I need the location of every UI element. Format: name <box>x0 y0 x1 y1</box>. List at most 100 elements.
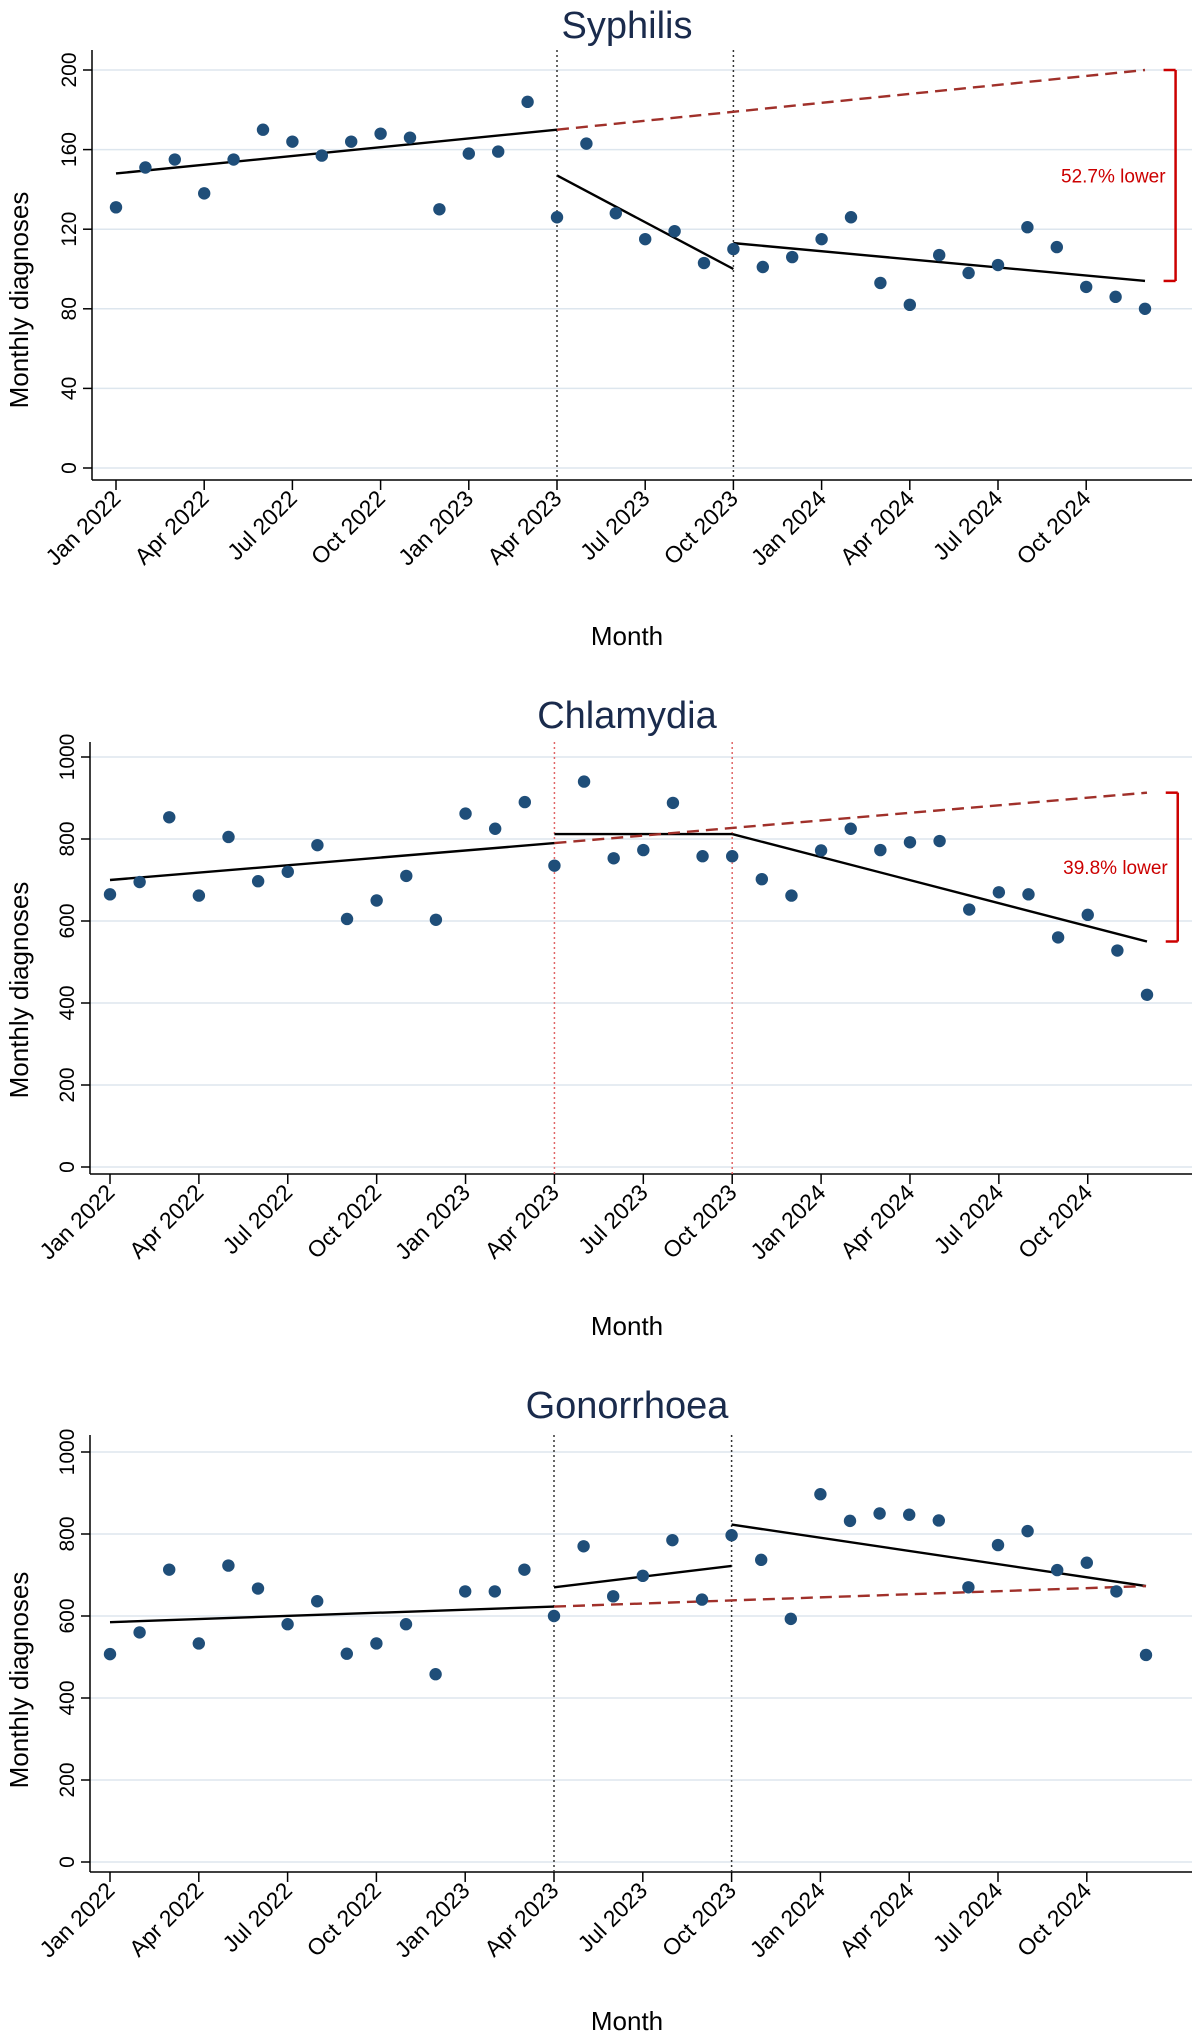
x-tick-label: Apr 2022 <box>124 1877 208 1961</box>
x-tick-label: Jul 2022 <box>222 485 302 565</box>
x-tick-label: Oct 2024 <box>1011 485 1096 570</box>
x-tick-label: Jul 2023 <box>572 1877 652 1957</box>
data-point <box>607 1590 620 1603</box>
y-tick-label: 400 <box>56 985 79 1020</box>
data-point <box>133 1626 146 1639</box>
data-point <box>103 888 117 901</box>
trend-line <box>115 128 558 175</box>
x-tick-label: Apr 2022 <box>124 1179 208 1263</box>
x-axis-label: Month <box>591 621 663 651</box>
y-tick-label: 600 <box>56 1598 79 1633</box>
trend-line <box>109 841 555 882</box>
data-point <box>609 207 622 220</box>
chlamydia-chart: Chlamydia Month Monthly diagnoses 0 200 40… <box>4 695 1192 1341</box>
data-point <box>403 131 417 144</box>
data-point <box>815 232 828 246</box>
data-point <box>962 266 975 280</box>
data-point <box>1139 1648 1153 1662</box>
data-point <box>695 1593 709 1606</box>
data-point <box>518 795 531 809</box>
gonorrhoea-chart-panel: Gonorrhoea Month Monthly diagnoses 0 200 4… <box>0 1380 1200 2044</box>
data-point <box>933 834 946 848</box>
x-tick-label: Jul 2022 <box>217 1877 297 1957</box>
y-tick-label: 0 <box>56 1161 79 1173</box>
data-point <box>1109 290 1122 304</box>
data-point <box>429 913 443 926</box>
data-point <box>727 242 740 256</box>
syphilis-chart: Syphilis Month Monthly diagnoses 0 40 80 12… <box>4 5 1192 651</box>
y-tick-label: 160 <box>58 132 81 167</box>
data-point <box>1022 888 1035 901</box>
data-point <box>814 844 828 857</box>
data-point <box>550 211 564 224</box>
data-point <box>696 850 709 863</box>
chlamydia-chart-panel: Chlamydia Month Monthly diagnoses 0 200 40… <box>0 690 1200 1350</box>
x-tick-label: Oct 2022 <box>306 485 390 569</box>
data-point <box>492 145 505 158</box>
data-point <box>251 1582 265 1595</box>
x-tick-label: Oct 2023 <box>657 1179 741 1263</box>
data-point <box>109 201 123 214</box>
data-point <box>784 1612 797 1626</box>
data-point <box>814 1488 827 1501</box>
x-tick-label: Jan 2023 <box>389 1877 474 1962</box>
y-tick-label: 600 <box>56 903 79 938</box>
y-tick-label: 40 <box>58 377 81 400</box>
x-tick-label: Jan 2024 <box>745 1179 830 1264</box>
data-point <box>1051 931 1065 944</box>
trend-line <box>731 832 1148 943</box>
trend-line <box>733 241 1146 283</box>
x-tick-label: Apr 2022 <box>129 485 213 569</box>
data-point <box>786 250 799 264</box>
x-tick-label: Jan 2022 <box>40 485 125 570</box>
data-point <box>518 1563 531 1576</box>
data-point <box>991 1538 1005 1552</box>
x-tick-label: Apr 2024 <box>834 1877 919 1962</box>
data-point <box>286 135 299 148</box>
x-tick-label: Jan 2024 <box>746 485 831 570</box>
data-point <box>668 224 681 238</box>
data-point <box>636 1569 649 1583</box>
y-axis-label: Monthly diagnoses <box>4 192 34 409</box>
data-point <box>1080 280 1093 294</box>
data-point <box>637 843 650 857</box>
syphilis-chart-panel: Syphilis Month Monthly diagnoses 0 40 80 12… <box>0 0 1200 660</box>
data-point <box>133 875 146 889</box>
data-point <box>963 903 976 916</box>
data-point <box>785 889 798 902</box>
data-point <box>521 95 534 109</box>
chart-title: Gonorrhoea <box>526 1385 730 1427</box>
data-point <box>1140 988 1154 1001</box>
data-point <box>577 775 591 788</box>
data-point <box>726 850 739 863</box>
data-point <box>1080 1556 1094 1569</box>
trend-line <box>556 174 734 271</box>
x-tick-label: Jan 2022 <box>34 1179 119 1264</box>
x-tick-label: Apr 2024 <box>835 485 920 570</box>
data-point <box>399 1618 413 1631</box>
x-tick-label: Jan 2023 <box>390 1179 475 1264</box>
data-point <box>548 859 561 872</box>
data-point <box>103 1647 117 1661</box>
y-tick-label: 200 <box>58 52 81 87</box>
data-point <box>459 1585 472 1598</box>
x-axis-label: Month <box>591 1311 663 1341</box>
x-tick-label: Jul 2024 <box>929 1179 1009 1259</box>
data-point <box>281 865 294 878</box>
data-point <box>227 153 240 166</box>
data-point <box>222 1559 235 1572</box>
data-point <box>340 912 354 926</box>
counterfactual-line <box>554 791 1148 845</box>
data-point <box>844 211 858 224</box>
data-point <box>433 203 446 216</box>
data-point <box>488 822 502 835</box>
data-point <box>281 1618 294 1631</box>
data-point <box>192 1637 205 1650</box>
data-point <box>756 260 769 274</box>
y-tick-label: 80 <box>58 297 81 320</box>
data-point <box>370 1637 383 1650</box>
data-point <box>639 232 652 246</box>
x-tick-label: Oct 2024 <box>1012 1877 1097 1962</box>
data-point <box>340 1647 353 1660</box>
y-tick-label: 800 <box>56 821 79 856</box>
